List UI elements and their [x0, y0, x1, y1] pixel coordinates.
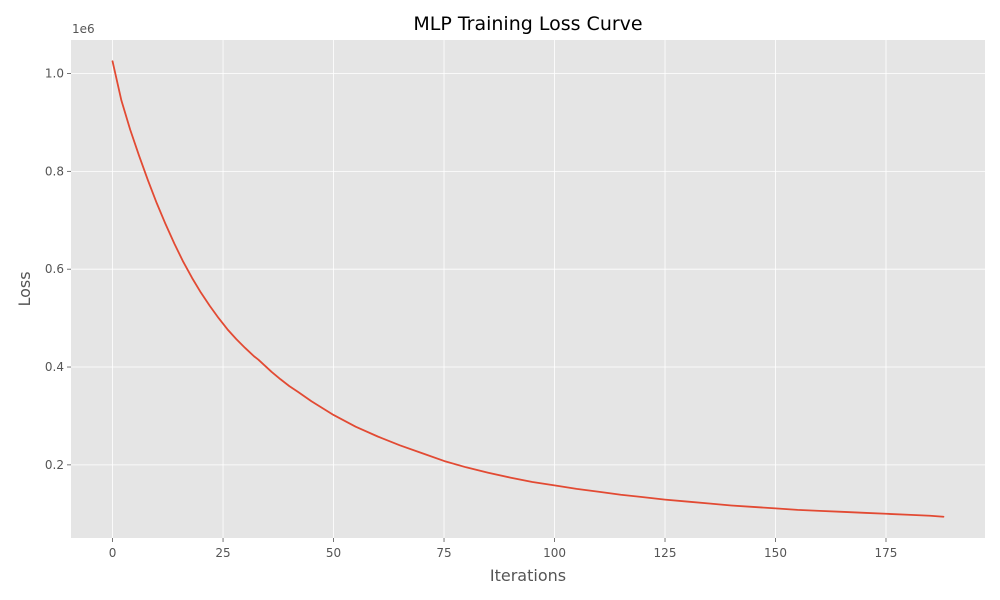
series-layer — [111, 60, 945, 518]
y-axis-label: Loss — [15, 271, 34, 306]
x-tick-label: 100 — [543, 546, 566, 560]
y-tick-label: 0.6 — [45, 262, 64, 276]
plot-area — [71, 40, 985, 538]
x-tick-label: 25 — [215, 546, 230, 560]
x-axis-label: Iterations — [490, 566, 566, 585]
grid — [71, 40, 985, 538]
y-tick-label: 0.4 — [45, 360, 64, 374]
x-tick-label: 125 — [654, 546, 677, 560]
x-tick-label: 0 — [109, 546, 117, 560]
y-tick-label: 1.0 — [45, 67, 64, 81]
x-tick-label: 50 — [326, 546, 341, 560]
chart-title: MLP Training Loss Curve — [413, 13, 642, 35]
x-tick-label: 150 — [764, 546, 787, 560]
ticks: 0 25 50 75 100 125 150 175 0.2 0.4 0.6 0.8 1.0 — [45, 67, 898, 560]
y-tick-label: 0.8 — [45, 164, 64, 178]
loss-series-line — [111, 60, 945, 518]
x-tick-label: 175 — [875, 546, 898, 560]
y-tick-label: 0.2 — [45, 458, 64, 472]
y-offset-label: 1e6 — [72, 22, 95, 36]
x-tick-label: 75 — [436, 546, 451, 560]
